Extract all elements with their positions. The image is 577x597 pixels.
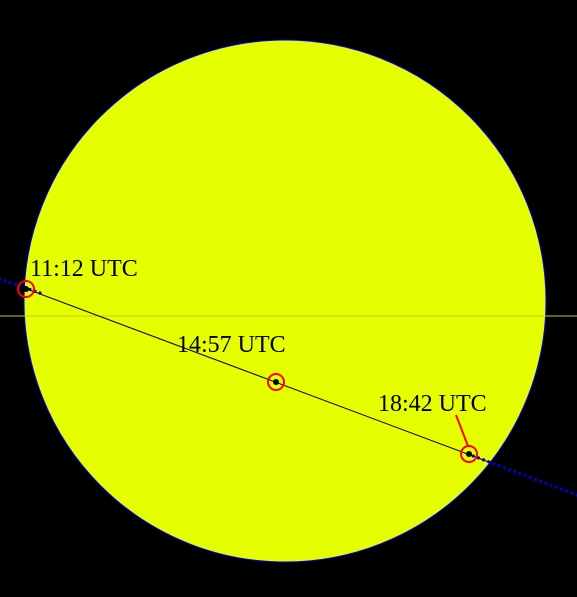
time-label-mid: 14:57 UTC [177, 332, 286, 358]
transit-diagram: 11:12 UTC 14:57 UTC 18:42 UTC [0, 0, 577, 597]
time-label-ingress: 11:12 UTC [30, 256, 138, 282]
sun-disc [24, 40, 546, 562]
time-label-egress: 18:42 UTC [378, 391, 487, 417]
